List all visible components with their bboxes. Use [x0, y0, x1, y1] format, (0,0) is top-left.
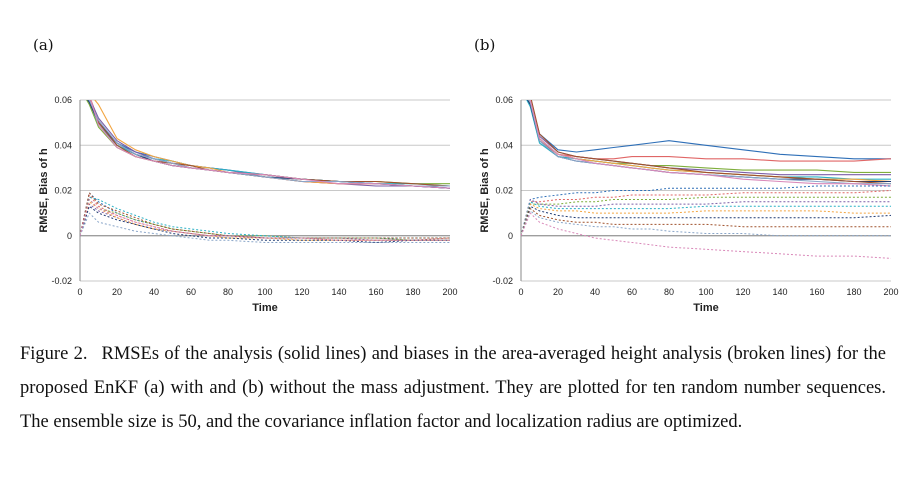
rmse-series-line [94, 100, 450, 187]
rmse-series-line [527, 100, 891, 162]
figure-caption: Figure 2. RMSEs of the analysis (solid li… [20, 337, 886, 439]
bias-series-line [80, 192, 450, 239]
rmse-series-line [530, 100, 891, 185]
y-tick-label: -0.02 [51, 276, 72, 286]
bias-series-line [521, 190, 891, 236]
x-tick-label: 0 [518, 287, 523, 297]
y-axis-title: RMSE, Bias of h [479, 148, 491, 233]
bias-series-line [521, 212, 891, 259]
y-tick-label: 0.06 [54, 95, 72, 105]
rmse-series-line [88, 100, 450, 187]
rmse-series-line [88, 100, 450, 187]
rmse-series-line [87, 100, 450, 189]
bias-series-line [80, 192, 450, 241]
bias-series-line [521, 203, 891, 236]
bias-series-line [521, 185, 891, 236]
x-tick-label: 140 [772, 287, 787, 297]
x-tick-label: 200 [883, 287, 898, 297]
y-tick-label: -0.02 [492, 276, 513, 286]
x-tick-label: 60 [186, 287, 196, 297]
y-tick-label: 0.04 [54, 140, 72, 150]
x-tick-label: 20 [112, 287, 122, 297]
rmse-series-line [90, 100, 450, 187]
plot-area [80, 100, 450, 243]
rmse-series-line [528, 100, 891, 185]
plot-area [521, 100, 891, 259]
x-tick-label: 160 [368, 287, 383, 297]
rmse-series-line [89, 100, 450, 187]
x-tick-label: 200 [442, 287, 457, 297]
rmse-series-line [528, 100, 891, 173]
bias-series-line [521, 210, 891, 237]
bias-series-line [80, 199, 450, 241]
bias-series-line [521, 205, 891, 236]
x-tick-label: 180 [405, 287, 420, 297]
x-tick-label: 0 [77, 287, 82, 297]
panel-b-label: (b) [474, 36, 496, 54]
x-axis-title: Time [252, 302, 277, 314]
caption-label: Figure 2. [20, 344, 88, 364]
rmse-series-line [89, 100, 450, 189]
x-tick-label: 100 [257, 287, 272, 297]
chart-b: 0.06 0.04 0.02 0 -0.02 0 20 40 60 80 100 120 140 160 1… [479, 95, 899, 314]
x-tick-label: 80 [223, 287, 233, 297]
x-tick-label: 180 [846, 287, 861, 297]
x-tick-label: 140 [331, 287, 346, 297]
x-tick-label: 120 [735, 287, 750, 297]
x-tick-label: 160 [809, 287, 824, 297]
rmse-series-line [90, 100, 450, 189]
bias-series-line [80, 199, 450, 241]
y-tick-label: 0 [67, 231, 72, 241]
bias-series-line [521, 208, 891, 236]
y-tick-label: 0.06 [495, 95, 513, 105]
rmse-series-line [530, 100, 891, 176]
chart-a: 0.06 0.04 0.02 0 -0.02 0 20 40 60 80 100 120 140 160 1… [38, 95, 458, 314]
x-tick-label: 40 [149, 287, 159, 297]
bias-series-line [521, 196, 891, 236]
y-tick-label: 0.02 [54, 186, 72, 196]
bias-series-line [521, 201, 891, 236]
x-tick-label: 60 [627, 287, 637, 297]
x-tick-label: 40 [590, 287, 600, 297]
x-tick-label: 100 [698, 287, 713, 297]
panel-a-label: (a) [33, 36, 54, 54]
x-tick-label: 80 [664, 287, 674, 297]
bias-series-line [80, 212, 450, 243]
x-tick-label: 120 [294, 287, 309, 297]
rmse-series-line [529, 100, 891, 187]
y-axis-title: RMSE, Bias of h [38, 148, 50, 233]
y-tick-label: 0.04 [495, 140, 513, 150]
rmse-series-line [526, 100, 891, 180]
y-tick-label: 0 [508, 231, 513, 241]
y-tick-label: 0.02 [495, 186, 513, 196]
bias-series-line [521, 199, 891, 236]
x-tick-label: 20 [553, 287, 563, 297]
x-axis-title: Time [693, 302, 718, 314]
bias-series-line [80, 201, 450, 241]
bias-series-line [80, 196, 450, 239]
rmse-series-line [529, 100, 891, 160]
caption-text: RMSEs of the analysis (solid lines) and … [20, 344, 886, 432]
rmse-series-line [86, 100, 450, 185]
bias-series-line [80, 205, 450, 243]
rmse-series-line [88, 100, 450, 189]
